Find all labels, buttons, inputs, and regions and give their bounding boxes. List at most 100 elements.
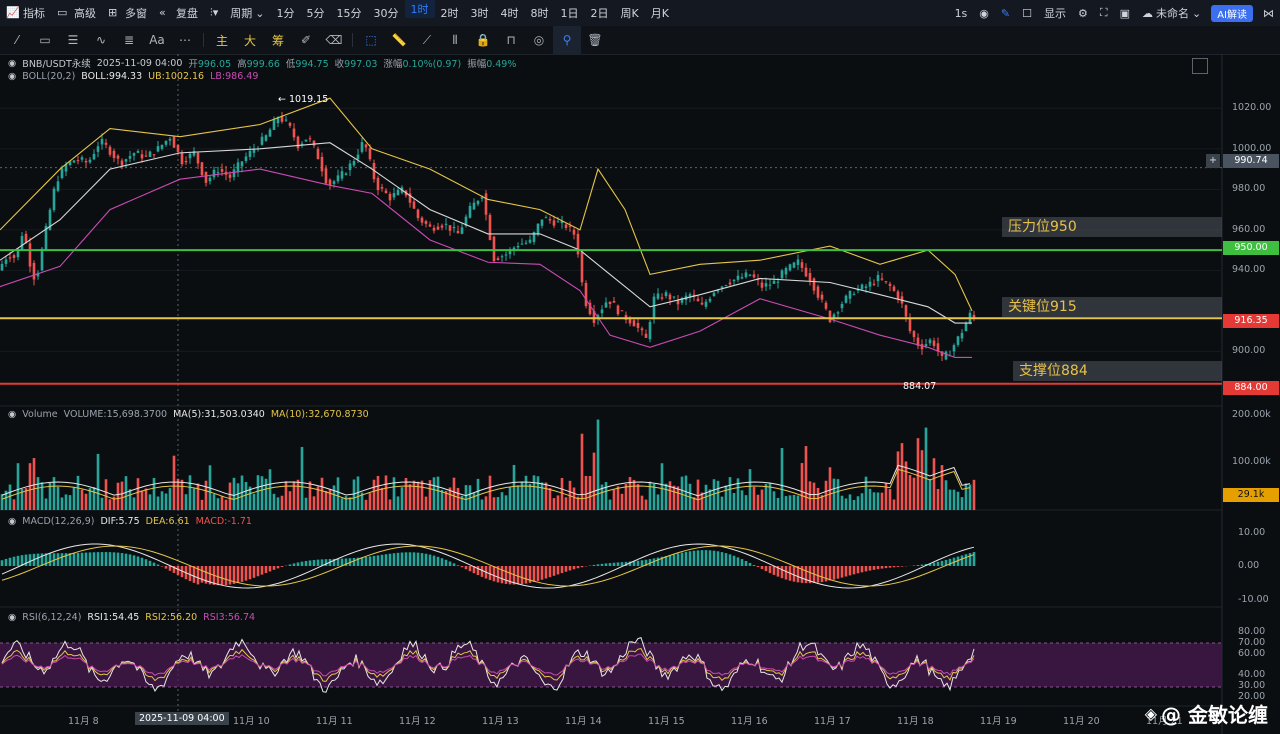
macd-histogram-bar [404,552,408,566]
replay-button[interactable]: « 复盘 [153,0,204,26]
volume-bar [900,443,904,510]
candle-body [116,155,120,159]
volume-bar [476,478,480,510]
macd-histogram-bar [376,555,380,566]
macd-histogram-bar [244,566,248,581]
chart-canvas[interactable] [0,54,1280,734]
candle-body [420,217,424,223]
timeframe-1[interactable]: 5分 [306,7,325,20]
macd-histogram-bar [940,560,944,566]
chart-type-button[interactable]: ⫶▾ [204,0,224,26]
timeframe-4[interactable]: 1时 [404,0,435,18]
trash-icon[interactable]: 🗑 [587,33,603,47]
volume-bar [540,482,544,510]
timeframe-0[interactable]: 1分 [276,7,295,20]
volume-bar [680,476,684,510]
chip-button[interactable]: 筹 [271,33,284,48]
timeframe-11[interactable]: 周K [620,7,639,20]
timeframe-2[interactable]: 15分 [336,7,362,20]
volume-bar [192,488,196,510]
add-alert-icon[interactable]: + [1206,154,1220,168]
fullscreen-icon[interactable]: ⛶ [1099,6,1108,19]
period-button[interactable]: 周期 ⌄ [224,0,270,26]
checkbox-icon[interactable]: ☐ [1022,6,1032,20]
eye-icon[interactable]: ◉ [8,71,17,82]
multi-window-button[interactable]: ⊞ 多窗 [102,0,153,26]
resistance-price-tag: 950.00 [1223,241,1279,255]
big-button[interactable]: 大 [243,33,256,48]
macd-histogram-bar [132,555,136,566]
volume-bar [60,497,64,510]
timeframe-7[interactable]: 4时 [500,7,519,20]
volume-bar [324,490,328,510]
timeframe-10[interactable]: 2日 [590,7,609,20]
filter-icon[interactable]: ⚲ [553,26,581,54]
candle-body [484,193,488,215]
macd-histogram-bar [304,560,308,566]
fib-tool-icon[interactable]: ≣ [123,33,135,47]
volume-ma10-line [1,468,971,501]
display-button[interactable]: 显示 [1044,7,1066,20]
wave-tool-icon[interactable]: ∿ [95,33,107,47]
text-tool-button[interactable]: Aa [149,33,165,47]
macd-histogram-bar [936,561,940,566]
lock-icon[interactable]: 🔒 [475,33,491,47]
timeframe-6[interactable]: 3时 [470,7,489,20]
camera-icon[interactable]: ◉ [979,6,989,20]
macd-histogram-bar [56,553,60,566]
candle-body [876,274,880,282]
trendline-tool-icon[interactable]: ⁄ [15,33,18,47]
more-tools-icon[interactable]: ⋯ [179,33,191,47]
cursor-tool-icon[interactable]: ⬚ [365,33,377,47]
volume-bar [388,499,392,510]
interval-1s-button[interactable]: 1s [954,6,968,20]
volume-bar [336,477,340,510]
macd-histogram-bar [136,556,140,566]
time-tick: 11月 13 [482,716,519,727]
timeframe-8[interactable]: 8时 [530,7,549,20]
advanced-button[interactable]: ▭ 高级 [51,0,102,26]
lines-tool-icon[interactable]: ☰ [67,33,79,47]
expand-icon[interactable] [1192,58,1208,74]
candle-body [744,272,748,278]
main-chart-button[interactable]: 主 [215,33,228,48]
volume-bar [464,485,468,510]
brush-icon[interactable]: ✐ [300,33,312,47]
volume-bar [584,475,588,510]
volume-bar [444,490,448,510]
candle-body [196,152,200,164]
change-key: 涨幅 [383,59,403,70]
macd-histogram-bar [112,552,116,566]
hide-icon[interactable]: ◎ [533,33,545,47]
layout-button[interactable]: ☁ 未命名 ⌄ [1136,0,1207,26]
settings-icon[interactable]: ⚙ [1078,6,1088,20]
candle-tool-icon[interactable]: ⫴ [452,32,458,47]
volume-bar [620,493,624,510]
timeframe-9[interactable]: 1日 [560,7,579,20]
eye-icon[interactable]: ◉ [8,57,17,69]
macd-histogram-bar [360,557,364,566]
measure-icon[interactable]: ⟋ [422,32,432,47]
eraser-icon[interactable]: ⌫ [325,33,343,47]
pen-icon[interactable]: ✎ [1000,6,1011,20]
eye-icon[interactable]: ◉ [8,612,17,623]
rectangle-tool-icon[interactable]: ▭ [39,33,51,47]
timeframe-3[interactable]: 30分 [373,7,399,20]
macd-histogram-bar [520,566,524,585]
eye-icon[interactable]: ◉ [8,516,17,527]
timeframe-12[interactable]: 月K [650,7,669,20]
share-icon[interactable]: ⋈ [1263,6,1274,20]
ruler-icon[interactable]: 📏 [391,33,407,47]
volume-bar [660,463,664,510]
volume-bar [920,450,924,510]
magnet-icon[interactable]: ⊓ [506,33,516,47]
timeframe-5[interactable]: 2时 [440,7,459,20]
candle-body [688,294,692,298]
camera-snapshot-icon[interactable]: ▣ [1119,6,1130,20]
indicators-button[interactable]: 📈 指标 [0,0,51,26]
volume-bar [576,496,580,510]
macd-histogram-bar [916,565,920,566]
candle-body [24,233,28,243]
ai-button[interactable]: AI解读 [1211,4,1253,22]
eye-icon[interactable]: ◉ [8,409,17,420]
